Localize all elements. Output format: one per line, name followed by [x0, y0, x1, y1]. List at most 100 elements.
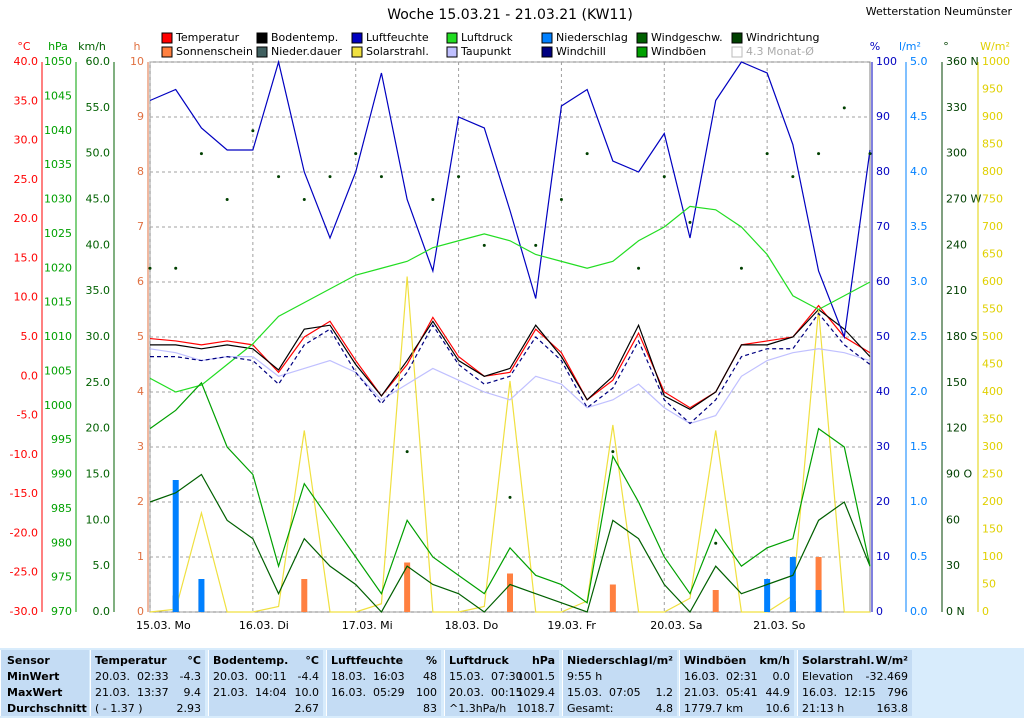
cell-time: 21:13 h — [802, 702, 845, 715]
y-tick-label: 3.0 — [910, 275, 928, 288]
axis-unit: km/h — [78, 40, 106, 53]
axis-unit: l/m² — [899, 40, 921, 53]
y-tick-label: 360 N — [946, 55, 979, 68]
legend-swatch — [351, 32, 363, 44]
y-tick-label: 3 — [137, 440, 144, 453]
y-tick-label: 45.0 — [86, 193, 111, 206]
y-tick-label: 1025 — [44, 227, 72, 240]
sensor-group: Bodentemp. °C 20.03. 00:11 -4.4 21.03. 14:04… — [208, 650, 323, 716]
y-tick-label: 0.0 — [21, 369, 39, 382]
dot — [534, 243, 538, 247]
dot — [174, 266, 178, 270]
dot — [225, 198, 229, 201]
y-tick-label: 0 — [876, 605, 883, 618]
y-tick-label: 150 — [946, 376, 967, 389]
series-line — [150, 312, 871, 425]
legend-swatch — [161, 32, 173, 44]
y-tick-label: 4 — [137, 385, 144, 398]
x-tick-label: 18.03. Do — [445, 619, 499, 632]
y-tick-label: 300 — [982, 440, 1003, 453]
axis-unit: h — [134, 40, 141, 53]
dot — [842, 106, 846, 110]
y-tick-label: 990 — [51, 468, 72, 481]
y-tick-label: 10.0 — [14, 291, 39, 304]
legend-label: Niederschlag — [556, 31, 628, 44]
y-tick-label: 30 — [876, 440, 890, 453]
y-tick-label: 270 W — [946, 193, 981, 206]
axis-unit: ° — [943, 40, 949, 53]
y-tick-label: 100 — [876, 55, 897, 68]
bar — [507, 573, 513, 612]
cell-time: 16.03. 02:31 — [684, 670, 758, 683]
x-tick-label: 15.03. Mo — [136, 619, 191, 632]
legend-label: 4.3 Monat-Ø — [746, 45, 814, 58]
dot — [585, 152, 589, 156]
x-tick-label: 21.03. So — [753, 619, 805, 632]
y-tick-label: 850 — [982, 138, 1003, 151]
cell-value: 100 — [416, 686, 437, 699]
y-tick-label: 10 — [130, 55, 144, 68]
y-tick-label: 50.0 — [86, 147, 111, 160]
y-tick-label: 330 — [946, 101, 967, 114]
y-tick-label: 750 — [982, 193, 1003, 206]
series-line — [149, 381, 871, 604]
y-tick-label: 0 N — [946, 605, 965, 618]
group-title: Windböen — [684, 654, 747, 667]
cell-time: 20.03. 00:15 — [449, 686, 523, 699]
dot — [328, 175, 332, 179]
y-tick-label: 50 — [876, 330, 890, 343]
dot — [817, 152, 821, 156]
cell-value: -4.3 — [179, 670, 201, 683]
y-tick-label: 1005 — [44, 364, 72, 377]
cell-time: 16.03. 05:29 — [331, 686, 405, 699]
cell-time: 1779.7 km — [684, 702, 744, 715]
y-tick-label: 80 — [876, 165, 890, 178]
sensor-group: Luftfeuchte% 18.03. 16:03 48 16.03. 05:29 10… — [326, 650, 441, 716]
y-tick-label: 0.0 — [910, 605, 928, 618]
y-tick-label: -10.0 — [10, 448, 38, 461]
group-title: Solarstrahl. — [802, 654, 875, 667]
y-tick-label: -30.0 — [10, 605, 38, 618]
y-tick-label: -5.0 — [17, 409, 38, 422]
cell-time: Elevation — [802, 670, 854, 683]
cell-value: -4.4 — [297, 670, 319, 683]
y-tick-label: 1040 — [44, 124, 72, 137]
dot — [431, 198, 435, 201]
group-unit: % — [425, 654, 437, 667]
sensor-group: Niederschlag l/m² 9:55 h 15.03. 07:05 1.2 Ges… — [562, 650, 677, 716]
cell-value: 44.9 — [765, 686, 791, 699]
y-tick-label: 1.5 — [910, 440, 928, 453]
legend-swatch — [541, 46, 553, 58]
y-tick-label: 150 — [982, 523, 1003, 536]
bar — [301, 579, 308, 612]
y-tick-label: 500 — [982, 330, 1003, 343]
legend-label: Windchill — [556, 45, 606, 58]
dot — [379, 175, 383, 179]
y-tick-label: 700 — [982, 220, 1003, 233]
cell-value: 1001.5 — [516, 670, 556, 683]
dot — [662, 175, 666, 179]
y-tick-label: 60.0 — [86, 55, 111, 68]
y-tick-label: 90 O — [946, 468, 972, 481]
y-tick-label: 6 — [137, 275, 144, 288]
row-label: MinWert — [7, 670, 60, 683]
y-tick-label: 800 — [982, 165, 1003, 178]
group-unit: l/m² — [648, 654, 673, 667]
cell-time: 21.03. 14:04 — [213, 686, 287, 699]
cell-value: 1.2 — [655, 686, 674, 699]
y-tick-label: 9 — [137, 110, 144, 123]
dot — [302, 198, 306, 201]
y-tick-label: 5.0 — [21, 330, 39, 343]
legend-label: Windböen — [651, 45, 706, 58]
y-tick-label: 8 — [137, 165, 144, 178]
legend-label: Bodentemp. — [271, 31, 338, 44]
cell-value: 10.6 — [765, 702, 791, 715]
dot — [148, 266, 152, 270]
y-tick-label: 0.5 — [910, 550, 928, 563]
y-tick-label: 10.0 — [86, 513, 111, 526]
legend-swatch — [636, 32, 648, 44]
legend-label: Luftdruck — [461, 31, 513, 44]
y-tick-label: 1000 — [44, 399, 72, 412]
cell-time: 18.03. 16:03 — [331, 670, 405, 683]
y-tick-label: 50 — [982, 578, 996, 591]
